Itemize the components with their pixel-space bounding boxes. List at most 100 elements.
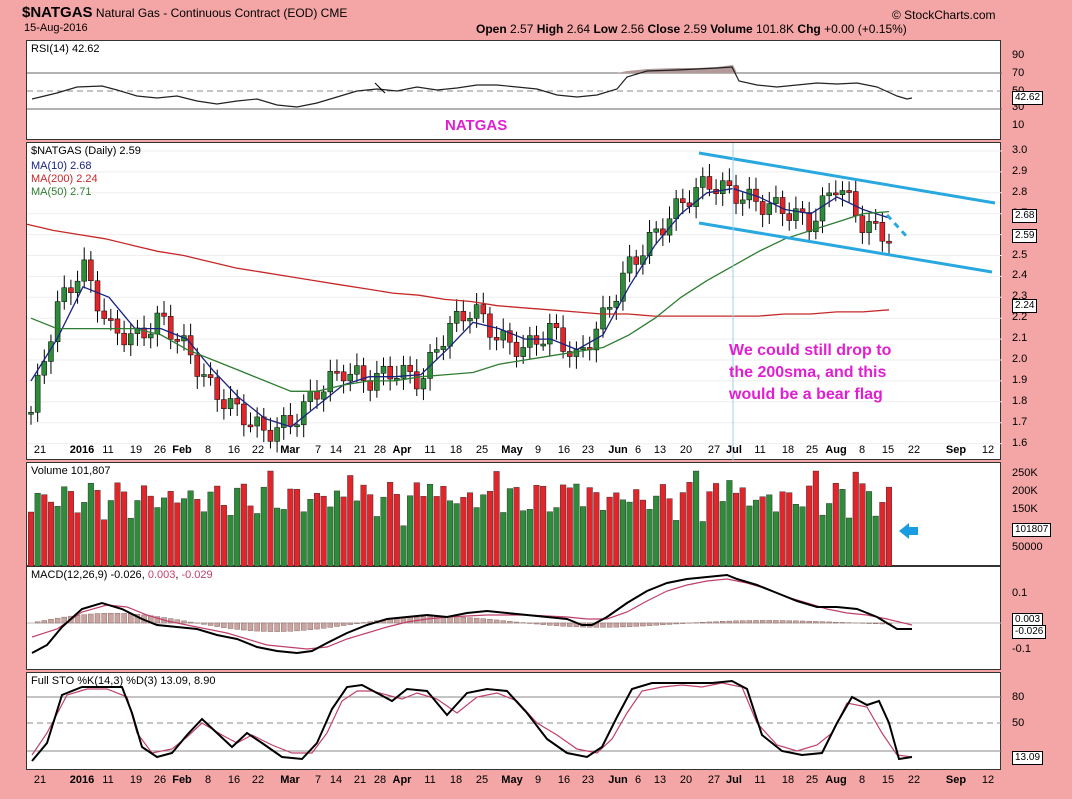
price-panel[interactable]: $NATGAS (Daily) 2.59 MA(10) 2.68 MA(200)… xyxy=(26,142,1038,461)
macd-name: MACD(12,26,9) xyxy=(31,569,108,581)
macd-hist-bar xyxy=(706,621,713,624)
candle-body xyxy=(633,256,640,265)
candle-body xyxy=(360,365,367,381)
open-label: Open xyxy=(476,22,507,36)
ohlc-summary: Open 2.57 High 2.64 Low 2.56 Close 2.59 … xyxy=(476,22,907,36)
chart-date: 15-Aug-2016 xyxy=(24,22,88,34)
volume-bar xyxy=(719,501,726,568)
macd-hist-bar xyxy=(94,613,101,624)
macd-line xyxy=(31,573,912,655)
close-tag: 2.59 xyxy=(1012,229,1038,243)
ma-line-MA(10) xyxy=(30,187,890,428)
macd-hist-bar xyxy=(227,622,234,629)
candle-body xyxy=(852,191,859,216)
macd-plot xyxy=(27,573,1002,655)
x-tick-label: 16 xyxy=(227,444,241,456)
volume-bar xyxy=(566,487,573,568)
price-grid xyxy=(27,150,1002,445)
x-tick-label: 25 xyxy=(805,444,819,456)
macd-tick-neg0.1: -0.1 xyxy=(1012,643,1031,655)
sto-value-tag: 13.09 xyxy=(1012,751,1044,765)
high-label: High xyxy=(536,22,564,36)
channel-upper-line xyxy=(698,151,996,205)
macd-hist-bar xyxy=(61,616,67,624)
x-tick-label: 20 xyxy=(679,444,693,456)
macd-hist-bar xyxy=(766,620,772,624)
candle-body xyxy=(646,232,653,256)
x-tick-label: Aug xyxy=(825,774,847,786)
x-tick-label: 9 xyxy=(534,774,542,786)
candle-body xyxy=(700,176,706,188)
x-tick-label: 19 xyxy=(129,774,143,786)
candle-body xyxy=(520,347,526,357)
macd-panel[interactable]: MACD(12,26,9) -0.026, 0.003, -0.029 0.1 … xyxy=(26,566,1047,670)
x-axis-bottom: 21 2016 11 19 26 Feb 8 16 22 Mar 7 14 21 28 Apr 11 18 25 M… xyxy=(26,774,1001,788)
candle-body xyxy=(34,374,41,413)
macd-hist-bar xyxy=(879,622,886,625)
candle-body xyxy=(41,361,48,376)
x-tick-label: Mar xyxy=(280,444,300,456)
macd-hist-bar xyxy=(613,622,620,628)
candle-body xyxy=(387,365,393,380)
macd-hist-bar xyxy=(453,616,460,624)
candle-body xyxy=(726,180,733,186)
candle-body xyxy=(207,374,214,378)
candle-body xyxy=(327,371,334,393)
vol-tick-250k: 250K xyxy=(1012,467,1038,479)
volume-bar xyxy=(666,498,673,568)
rsi-panel[interactable]: RSI(14) 42.62 NATGAS 90 70 50 30 10 42.6… xyxy=(26,40,1044,140)
candle-body xyxy=(513,341,520,357)
x-tick-label: 11 xyxy=(754,444,766,456)
volume-bar xyxy=(393,494,400,568)
volume-bar xyxy=(420,496,427,568)
candle-body xyxy=(786,213,792,221)
x-tick-label: 14 xyxy=(329,444,343,456)
sto-panel[interactable]: Full STO %K(14,3) %D(3) 13.09, 8.90 80 5… xyxy=(26,672,1044,770)
volume-panel[interactable]: Volume 101,807 250K 200K 150K 101807 500… xyxy=(26,462,1052,568)
brand-link[interactable]: © StockCharts.com xyxy=(892,8,996,22)
volume-bar xyxy=(593,492,600,568)
volume-bar xyxy=(327,506,334,568)
candle-body xyxy=(693,187,699,207)
volume-value: 101.8K xyxy=(756,22,795,36)
candle-body xyxy=(739,199,746,204)
candle-body xyxy=(68,287,74,293)
macd-hist-bar xyxy=(620,622,626,628)
annotation-line-3: would be a bear flag xyxy=(729,386,883,403)
rsi-tick-70: 70 xyxy=(1012,67,1025,79)
candle-body xyxy=(287,415,294,427)
candle-body xyxy=(88,259,94,282)
macd-hist-bar xyxy=(500,620,506,624)
x-tick-label: 18 xyxy=(449,774,463,786)
x-tick-label: 11 xyxy=(424,774,436,786)
x-tick-label: Sep xyxy=(945,774,967,786)
volume-bar xyxy=(254,513,261,568)
volume-bar xyxy=(247,505,254,568)
candlesticks xyxy=(28,163,892,453)
price-tick: 1.8 xyxy=(1012,394,1028,407)
vol-tick-50000: 50000 xyxy=(1012,541,1043,553)
x-tick-label: 22 xyxy=(907,444,921,456)
candle-body xyxy=(527,335,533,348)
volume-bar xyxy=(699,521,706,568)
volume-bar xyxy=(739,487,746,568)
volume-bar xyxy=(28,511,34,568)
candle-body xyxy=(227,398,234,409)
volume-bar xyxy=(659,484,666,568)
volume-bar xyxy=(367,494,374,568)
volume-bar xyxy=(453,503,460,568)
x-tick-label: 11 xyxy=(102,444,114,456)
candle-body xyxy=(553,323,560,329)
macd-hist-bar xyxy=(660,622,666,626)
candle-body xyxy=(420,378,427,390)
x-tick-label: 15 xyxy=(881,774,895,786)
volume-plot xyxy=(28,470,893,568)
volume-bar xyxy=(812,470,819,568)
candle-body xyxy=(447,323,453,347)
x-tick-label: 11 xyxy=(754,774,766,786)
macd-hist-bar xyxy=(121,613,127,624)
candle-body xyxy=(673,198,679,220)
macd-hist-bar xyxy=(354,622,360,624)
candle-body xyxy=(340,371,347,382)
x-tick-label: 6 xyxy=(634,444,642,456)
